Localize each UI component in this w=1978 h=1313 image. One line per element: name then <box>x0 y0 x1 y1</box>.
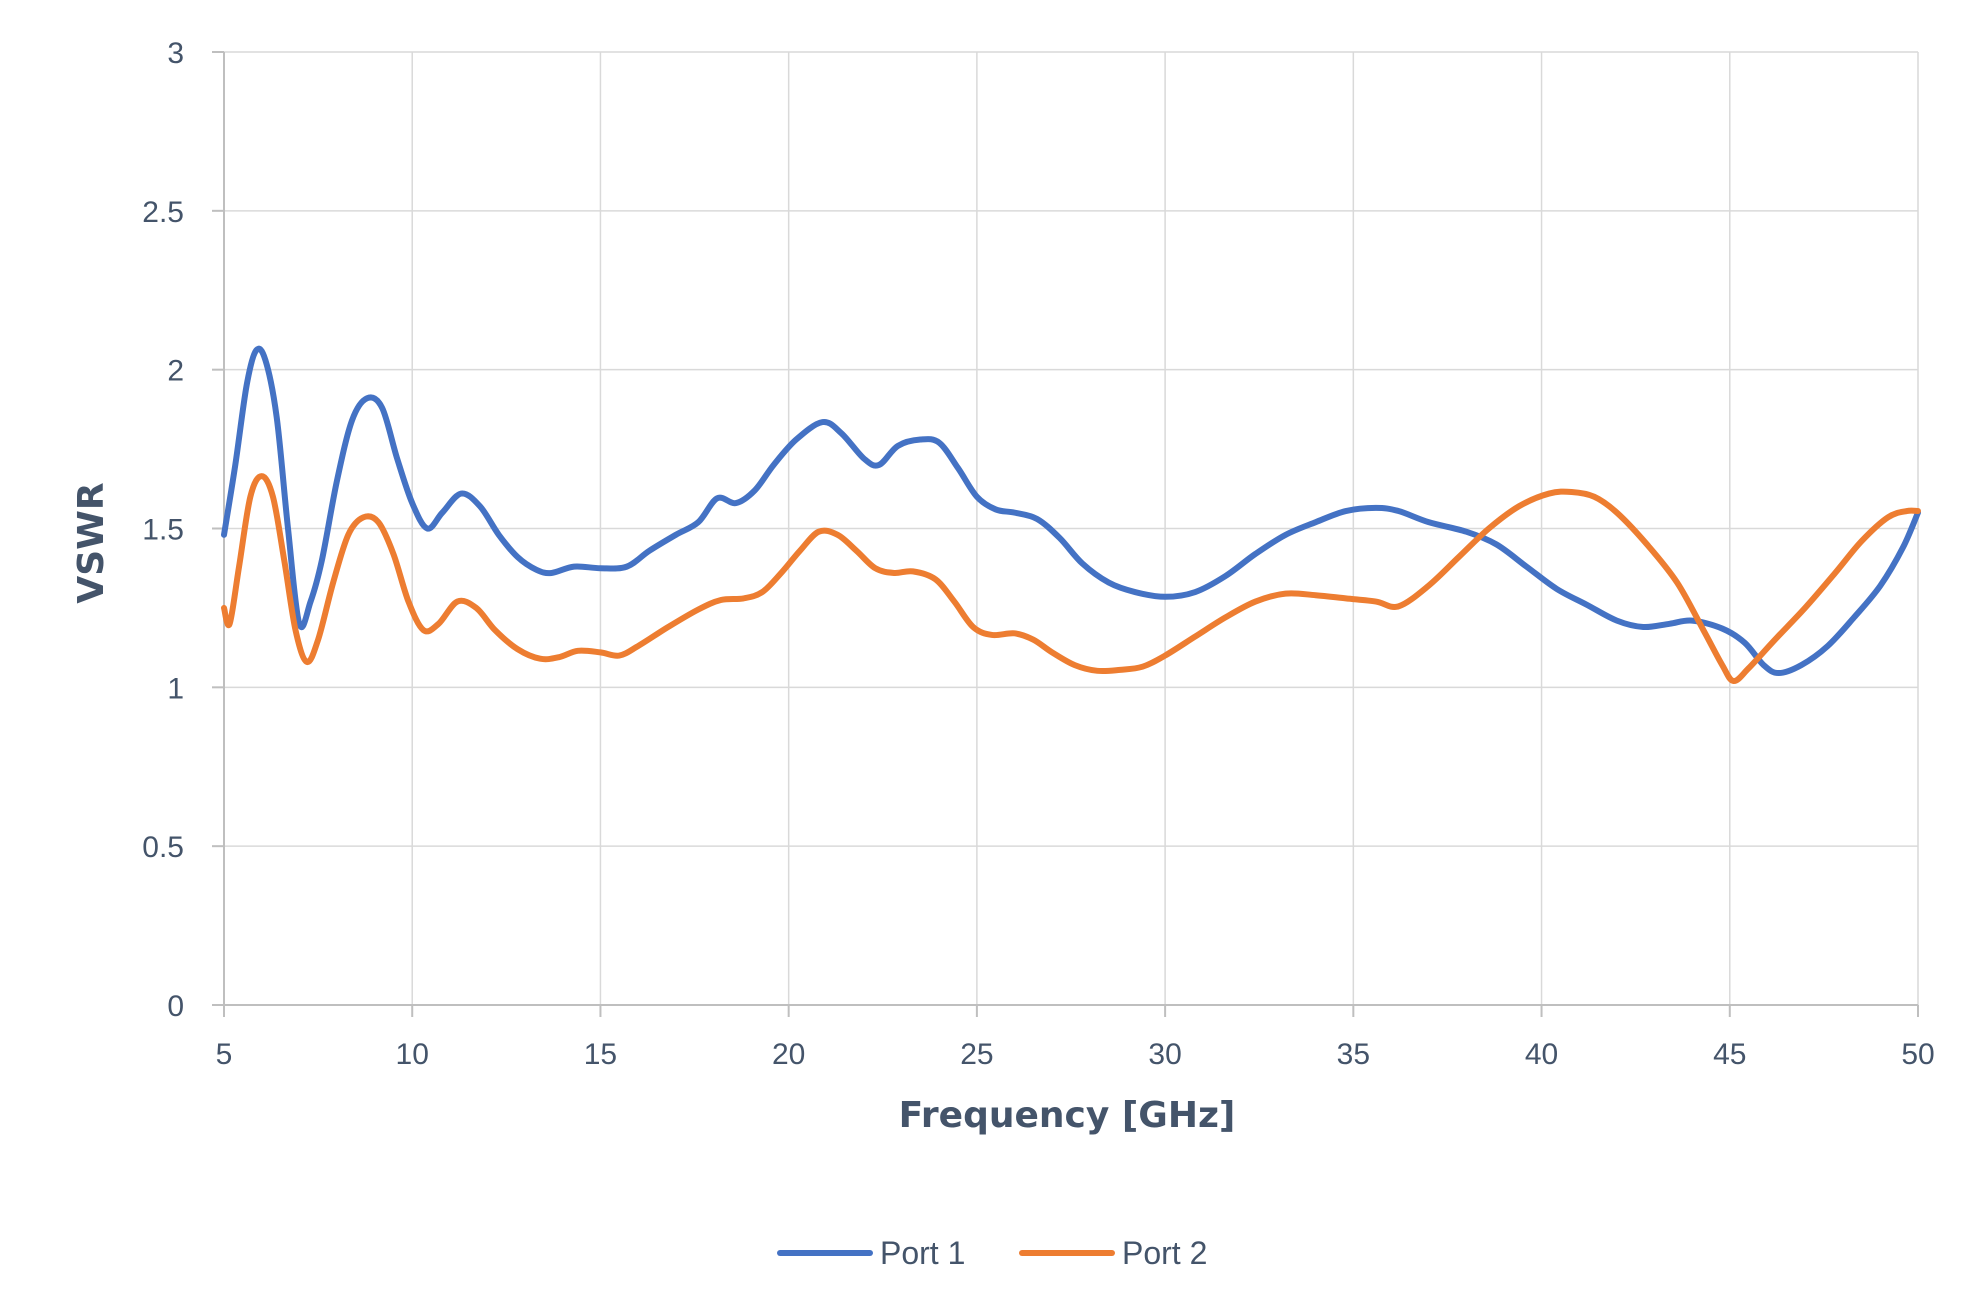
x-tick-label: 30 <box>1148 1038 1181 1071</box>
y-tick-label: 1.5 <box>142 514 184 547</box>
x-tick-label: 50 <box>1901 1038 1934 1071</box>
x-tick-label: 10 <box>396 1038 429 1071</box>
x-axis-title: Frequency [GHz] <box>899 1095 1236 1136</box>
y-axis-title: VSWR <box>71 482 112 603</box>
axes <box>212 51 1919 1017</box>
x-tick-label: 15 <box>584 1038 617 1071</box>
x-tick-label: 35 <box>1337 1038 1370 1071</box>
x-tick-label: 20 <box>772 1038 805 1071</box>
x-tick-label: 40 <box>1525 1038 1558 1071</box>
y-tick-label: 0 <box>167 990 184 1023</box>
tick-labels: 5 10 15 20 25 30 35 40 45 50 0 0.5 1 1.5 2 2.5 3 <box>142 37 1934 1071</box>
y-tick-label: 3 <box>167 37 184 70</box>
y-tick-label: 2 <box>167 355 184 388</box>
y-tick-label: 2.5 <box>142 196 184 229</box>
x-tick-label: 5 <box>216 1038 233 1071</box>
y-tick-label: 1 <box>167 672 184 705</box>
legend-label-port-1: Port 1 <box>880 1235 965 1271</box>
x-tick-label: 25 <box>960 1038 993 1071</box>
series-line-port-2 <box>221 473 1921 684</box>
x-tick-label: 45 <box>1713 1038 1746 1071</box>
legend-label-port-2: Port 2 <box>1122 1235 1207 1271</box>
y-tick-label: 0.5 <box>142 831 184 864</box>
legend: Port 1 Port 2 <box>777 1235 1207 1271</box>
series-line-port-1 <box>221 345 1921 677</box>
grid <box>224 51 1919 1005</box>
plot-area <box>221 345 1921 684</box>
